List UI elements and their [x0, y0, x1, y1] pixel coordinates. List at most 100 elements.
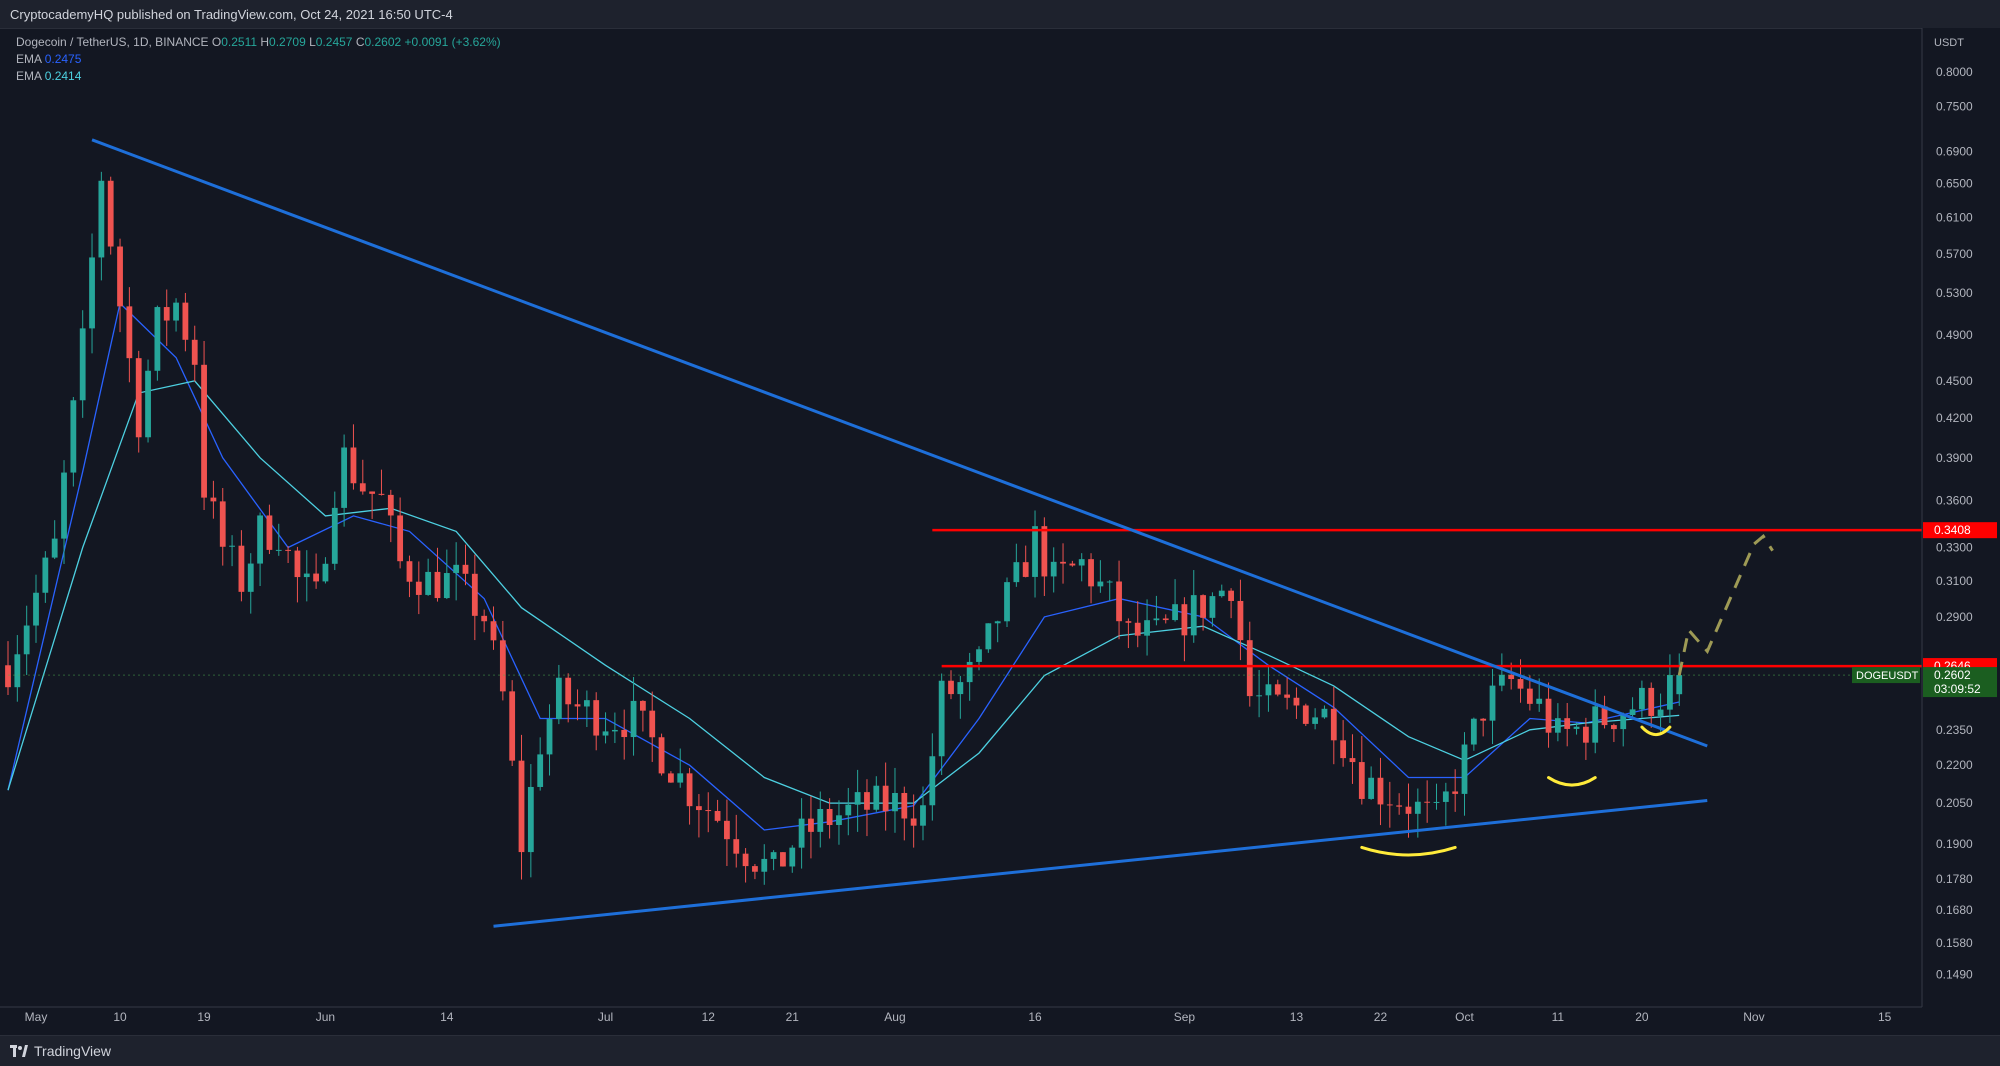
- candle-body: [1022, 562, 1029, 577]
- candle-body: [331, 507, 338, 564]
- candle-body: [761, 858, 768, 872]
- ema-lines: [7, 302, 1680, 831]
- candle-body: [1554, 718, 1561, 733]
- candle-body: [1256, 695, 1262, 697]
- candle-body: [948, 680, 954, 695]
- candle-body: [42, 557, 49, 593]
- candle-body: [425, 571, 432, 595]
- time-tick-label: 12: [702, 1010, 716, 1024]
- candle-body: [1209, 596, 1216, 618]
- candle-body: [649, 710, 656, 738]
- candle-body: [882, 785, 889, 812]
- candle-body: [938, 680, 945, 757]
- candle-body: [994, 621, 1001, 624]
- legend-symbol: Dogecoin / TetherUS, 1D, BINANCE: [16, 35, 209, 49]
- candle-body: [313, 573, 320, 582]
- candle-body: [1657, 709, 1664, 716]
- legend-high-label: H: [260, 35, 270, 49]
- publish-header: CryptocademyHQ published on TradingView.…: [0, 0, 2000, 29]
- time-tick-label: 16: [1028, 1010, 1042, 1024]
- candle-body: [1069, 563, 1076, 566]
- candle-body: [387, 494, 394, 516]
- axes: USDT 0.8000 0.7500 0.6900 0.6500 0.6100 0.5700…: [0, 28, 2000, 1035]
- legend-ema2-value: 0.2414: [44, 69, 82, 83]
- price-tick-label: 0.5300: [1936, 286, 1973, 300]
- candle-body: [191, 339, 198, 365]
- candle-body: [107, 180, 114, 247]
- candle-body: [1424, 801, 1431, 803]
- candle-body: [443, 573, 450, 599]
- price-tick-label: 0.8000: [1936, 65, 1973, 79]
- candle-body: [1526, 688, 1533, 704]
- legend-ema1-label: EMA: [16, 52, 42, 66]
- time-tick-label: Aug: [884, 1010, 905, 1024]
- legend-high-value: 0.2709: [269, 35, 306, 49]
- candle-body: [462, 564, 469, 574]
- candle-body: [1144, 620, 1150, 636]
- candle-body: [126, 306, 133, 359]
- price-tick-label: 0.2050: [1936, 796, 1973, 810]
- candle-body: [1358, 762, 1365, 799]
- candle-body: [406, 561, 413, 582]
- candle-body: [154, 307, 161, 371]
- candle-body: [1116, 581, 1122, 622]
- candle-body: [957, 682, 964, 695]
- candle-body: [1050, 561, 1057, 577]
- price-tick-label: 0.3900: [1936, 451, 1973, 465]
- candle-body: [98, 180, 105, 258]
- price-tick-label: 0.5700: [1936, 247, 1973, 261]
- candle-body: [864, 792, 870, 810]
- candle-body: [238, 545, 245, 592]
- candle-body: [1302, 705, 1309, 724]
- ema-line-1: [7, 302, 1680, 831]
- candle-body: [920, 805, 926, 826]
- legend-open-label: O: [211, 35, 222, 49]
- candle-body: [1498, 674, 1505, 686]
- support-highlights: [1360, 725, 1672, 857]
- candle-body: [1508, 674, 1515, 680]
- candle-body: [471, 573, 478, 616]
- candle-body: [322, 563, 329, 582]
- legend-ema2-label: EMA: [16, 69, 42, 83]
- candle-body: [574, 704, 581, 707]
- candle-body: [117, 246, 123, 307]
- candle-body: [1452, 791, 1459, 794]
- candle-body: [546, 719, 553, 755]
- candle-body: [583, 700, 590, 707]
- time-tick-label: 21: [786, 1010, 800, 1024]
- candle-body: [1461, 744, 1468, 794]
- candle-body: [1013, 562, 1020, 583]
- price-tick-label: 0.6100: [1936, 211, 1973, 225]
- time-tick-label: 14: [440, 1010, 454, 1024]
- time-tick-label: 10: [113, 1010, 127, 1024]
- candle-body: [1181, 604, 1188, 636]
- candle-body: [1284, 694, 1291, 698]
- candle-body: [1041, 526, 1048, 577]
- candle-body: [555, 677, 562, 720]
- candle-body: [817, 809, 824, 832]
- candle-body: [621, 729, 628, 738]
- candle-body: [1274, 684, 1281, 695]
- resistance-levels: [8, 528, 1922, 676]
- candle-body: [798, 818, 805, 848]
- candle-body: [1564, 718, 1571, 729]
- candle-body: [359, 483, 366, 492]
- candle-body: [686, 773, 693, 807]
- price-tick-label: 0.1490: [1936, 967, 1973, 981]
- price-tick-label: 0.3100: [1936, 574, 1973, 588]
- tradingview-logo[interactable]: TradingView: [10, 1043, 111, 1059]
- candle-body: [1218, 590, 1225, 597]
- candle-body: [742, 853, 749, 867]
- candle-body: [1134, 622, 1141, 636]
- candle-body: [1349, 758, 1356, 763]
- candle-body: [219, 501, 226, 547]
- candle-body: [163, 307, 170, 321]
- candle-body: [668, 773, 674, 783]
- candle-body: [770, 852, 777, 859]
- currency-label: USDT: [1934, 37, 1964, 49]
- candle-body: [901, 792, 908, 819]
- candle-body: [1172, 604, 1178, 621]
- price-tick-label: 0.4500: [1936, 374, 1973, 388]
- candle-body: [1330, 708, 1337, 741]
